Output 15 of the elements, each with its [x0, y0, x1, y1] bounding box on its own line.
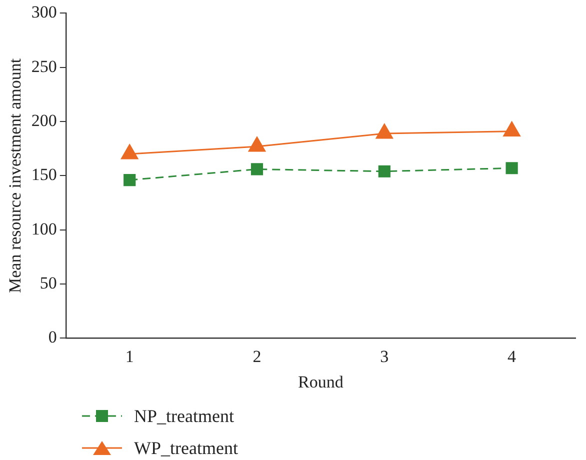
x-axis-title: Round	[298, 372, 344, 392]
y-tick-label: 0	[48, 328, 57, 347]
legend-label: NP_treatment	[134, 406, 234, 426]
y-tick-label: 50	[40, 274, 57, 292]
y-axis-title: Mean resource investment amount	[6, 58, 25, 294]
y-tick-label: 200	[31, 111, 57, 130]
y-tick-label: 150	[31, 165, 57, 184]
y-tick-label: 250	[31, 56, 57, 76]
x-tick-label: 3	[380, 346, 389, 366]
legend-label: WP_treatment	[134, 438, 238, 458]
y-tick-label: 100	[31, 219, 57, 238]
y-tick-label: 300	[31, 2, 57, 22]
x-tick-label: 1	[125, 346, 134, 366]
x-tick-label: 4	[508, 346, 517, 366]
x-tick-label: 2	[252, 346, 262, 366]
